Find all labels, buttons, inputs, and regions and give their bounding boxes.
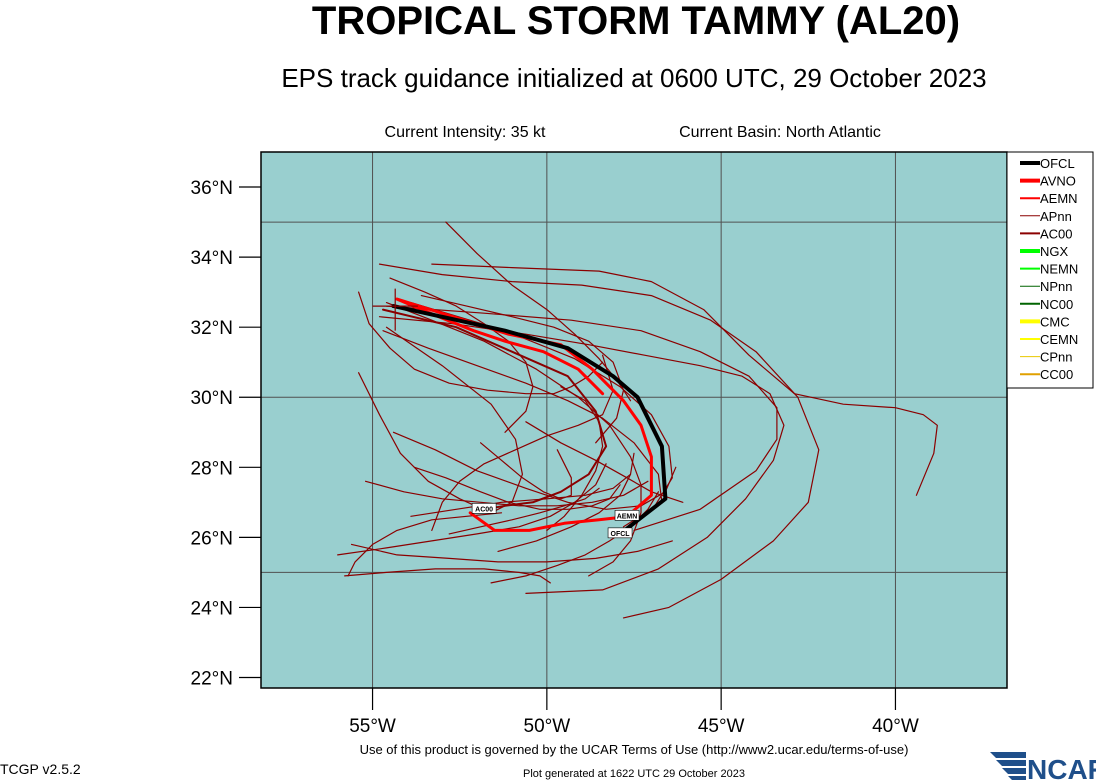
legend-label: AC00: [1040, 226, 1073, 241]
track-ap16: [337, 463, 607, 556]
x-tick-label: 50°W: [524, 716, 571, 737]
track-tag-text: AC00: [475, 506, 493, 513]
track-ap08: [392, 431, 677, 510]
version-label: TCGP v2.5.2: [0, 761, 81, 777]
current-basin: Current Basin: North Atlantic: [679, 124, 881, 141]
track-ofcl: [391, 304, 668, 536]
track-labels: AC00 AEMN OFCL: [471, 503, 640, 539]
legend-item-cemn: CEMN: [1020, 332, 1078, 347]
track-tag-box: [614, 510, 640, 521]
track-tag-box: [471, 503, 497, 514]
track-ap25: [525, 421, 684, 503]
map-frame: [260, 151, 1008, 689]
chart-title: TROPICAL STORM TAMMY (AL20): [312, 0, 960, 43]
legend-label: CEMN: [1040, 332, 1078, 347]
track-tag-ac00: AC00: [471, 503, 497, 514]
track-ap18: [448, 487, 600, 535]
y-tick-label: 26°N: [191, 528, 233, 549]
track-tag-aemn: AEMN: [614, 510, 640, 521]
legend-label: CPnn: [1040, 350, 1073, 365]
legend-label: CMC: [1040, 314, 1070, 329]
plot-generated: Plot generated at 1622 UTC 29 October 20…: [523, 768, 745, 780]
x-tick-label: 40°W: [872, 716, 919, 737]
legend-label: NEMN: [1040, 262, 1078, 277]
track-ap10: [358, 291, 604, 395]
track-ap02: [385, 305, 778, 532]
legend-label: CC00: [1040, 367, 1073, 382]
track-ap09: [358, 326, 524, 514]
x-axis: 55°W 50°W 45°W 40°W: [349, 688, 919, 737]
track-ap07: [413, 466, 621, 510]
track-tag-box: [607, 527, 633, 539]
legend-label: APnn: [1040, 209, 1072, 224]
track-tag-ofcl: OFCL: [607, 527, 633, 539]
legend-item-aemn: AEMN: [1020, 191, 1078, 206]
legend-item-ac00: AC00: [1020, 226, 1073, 241]
legend-label: NC00: [1040, 297, 1073, 312]
track-ap12: [344, 568, 551, 584]
chart-subtitle: EPS track guidance initialized at 0600 U…: [281, 63, 986, 93]
y-tick-label: 32°N: [191, 318, 233, 339]
y-tick-label: 28°N: [191, 458, 233, 479]
y-tick-label: 22°N: [191, 668, 233, 689]
x-tick-label: 45°W: [698, 716, 745, 737]
track-ap13: [351, 540, 673, 563]
track-ap26: [347, 512, 503, 577]
ocean-background: [261, 152, 1007, 688]
legend: OFCL AVNO AEMN APnn AC00 NGX NEMN NPnn NC00 CMC CE…: [1006, 151, 1094, 389]
ncar-logo-text: NCAR: [1027, 754, 1096, 780]
track-ap15: [385, 302, 642, 577]
legend-label: NPnn: [1040, 279, 1073, 294]
model-tracks: [337, 221, 938, 619]
y-axis: 22°N 24°N 26°N 28°N 30°N 32°N 34°N 36°N: [191, 178, 261, 689]
legend-item-apnn: APnn: [1020, 209, 1072, 224]
legend-item-cc00: CC00: [1020, 367, 1073, 382]
y-tick-label: 36°N: [191, 178, 233, 199]
track-ap03: [378, 263, 820, 619]
track-aemn: [395, 297, 653, 518]
y-tick-label: 24°N: [191, 598, 233, 619]
gridlines: [261, 152, 1007, 688]
y-tick-label: 34°N: [191, 248, 233, 269]
track-ac00: [382, 308, 608, 511]
legend-item-cpnn: CPnn: [1020, 350, 1073, 365]
legend-item-nc00: NC00: [1020, 297, 1073, 312]
legend-item-ofcl: OFCL: [1020, 156, 1075, 171]
legend-label: AVNO: [1040, 174, 1076, 189]
x-tick-label: 55°W: [349, 716, 396, 737]
track-aemn-south: [468, 511, 632, 532]
y-tick-label: 30°N: [191, 388, 233, 409]
legend-box: [1006, 151, 1094, 389]
track-tag-text: AEMN: [617, 513, 638, 520]
legend-item-cmc: CMC: [1020, 314, 1070, 329]
legend-item-ngx: NGX: [1020, 244, 1069, 259]
terms-of-use: Use of this product is governed by the U…: [360, 742, 909, 757]
track-ap06: [431, 354, 614, 532]
legend-item-nemn: NEMN: [1020, 262, 1078, 277]
track-ap22: [420, 295, 625, 444]
track-tag-text: OFCL: [611, 531, 631, 538]
legend-label: NGX: [1040, 244, 1069, 259]
legend-item-avno: AVNO: [1020, 174, 1076, 189]
track-ap05: [378, 316, 785, 595]
legend-label: OFCL: [1040, 156, 1075, 171]
legend-item-npnn: NPnn: [1020, 279, 1073, 294]
track-ap14: [382, 330, 663, 528]
ncar-logo: NCAR: [990, 752, 1096, 780]
track-ap04: [431, 263, 938, 496]
legend-label: AEMN: [1040, 191, 1078, 206]
track-ap27: [365, 480, 649, 507]
ncar-logo-mark: [990, 752, 1026, 780]
current-intensity: Current Intensity: 35 kt: [385, 124, 547, 141]
